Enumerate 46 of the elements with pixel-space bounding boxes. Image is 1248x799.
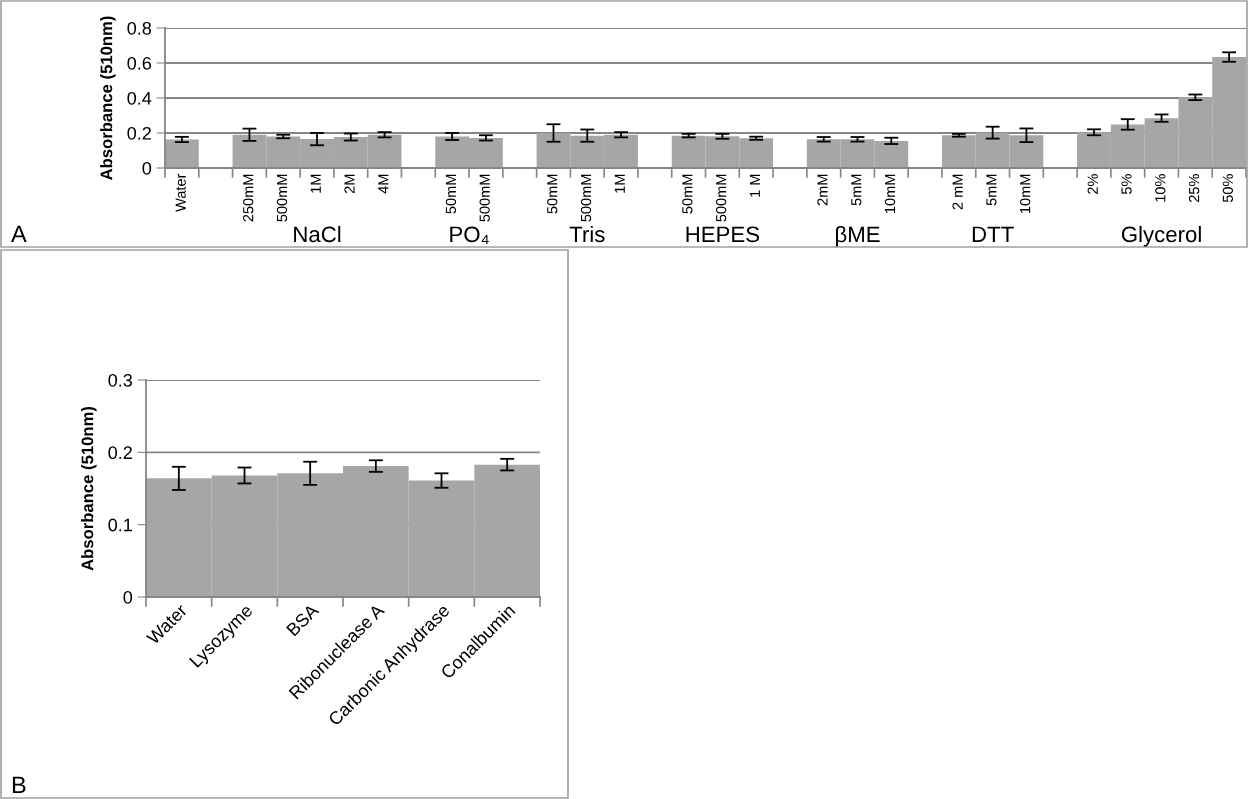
x-tick-label: 50% [1222,174,1234,203]
x-tick-label: 500mM [580,174,592,222]
x-tick-label: 500mM [479,174,490,222]
x-tick-label: Water [175,173,186,212]
x-tick-label: 2 mM [952,174,963,210]
y-tick-label: 0.1 [108,518,132,532]
text: DTT [972,226,1014,242]
text: Tris [569,225,605,243]
x-tick-label: 2M [344,174,355,194]
text: βME [836,225,880,247]
x-tick-label: 10mM [884,174,896,213]
x-tick-label: 5mM [851,174,862,206]
y-tick-label: 0 [123,590,133,604]
text: A [11,225,27,242]
y-axis-title: Absorbance (510nm) [81,406,97,571]
y-tick-label: 0.2 [108,446,132,460]
x-tick-label: 1M [614,174,625,193]
text: HEPES [686,226,760,243]
y-tick-label: 0.4 [127,91,152,105]
x-tick-label: 2% [1087,174,1098,194]
x-tick-label: 25% [1188,174,1200,203]
y-tick-label: 0.8 [127,21,152,35]
x-tick-label: 50mM [445,174,457,214]
y-tick-label: 0.3 [108,373,133,387]
x-tick-label: 10mM [1020,174,1031,213]
x-tick-label: 4M [378,174,389,194]
x-tick-label: 5% [1121,174,1132,195]
x-tick-label: 1 M [749,174,760,197]
y-tick-label: 0 [142,161,152,175]
x-tick-label: 500mM [276,174,288,222]
text: B [12,776,26,793]
x-tick-label: 250mM [243,174,254,222]
x-tick-label: 1M [310,174,321,193]
bar [165,139,199,168]
x-tick-label: 10% [1155,174,1166,202]
y-tick-label: 0.2 [127,126,151,140]
x-tick-label: 2mM [817,174,828,206]
y-axis-title: Absorbance (510nm) [100,16,116,181]
text: NaCl [294,225,341,243]
x-tick-label: 50mM [547,174,558,214]
x-tick-label: 5mM [986,174,997,206]
x-tick-label: 50mM [682,174,693,214]
x-tick-label: 500mM [715,174,727,222]
text: PO₄ [450,226,489,244]
text: Glycerol [1121,225,1201,247]
y-tick-label: 0.6 [127,56,152,70]
